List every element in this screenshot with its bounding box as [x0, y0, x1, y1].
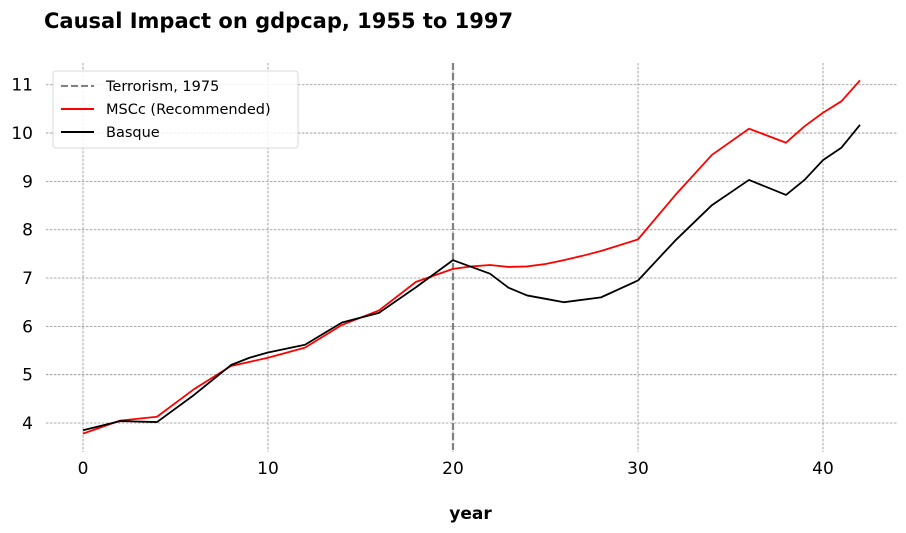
- legend-label-intervention: Terrorism, 1975: [105, 79, 219, 95]
- legend-label-mscc: MSCc (Recommended): [106, 102, 271, 118]
- y-tick-label: 8: [22, 221, 33, 241]
- y-tick-label: 4: [22, 414, 33, 434]
- y-tick-label: 7: [22, 269, 33, 289]
- x-tick-label: 0: [78, 459, 89, 479]
- y-tick-label: 5: [22, 366, 33, 386]
- x-tick-label: 20: [442, 459, 464, 479]
- y-tick-label: 10: [11, 124, 33, 144]
- x-tick-label: 30: [627, 459, 649, 479]
- x-axis-ticks: 0 10 20 30 40: [78, 459, 834, 479]
- chart-title: Causal Impact on gdpcap, 1955 to 1997: [44, 9, 513, 33]
- x-tick-label: 10: [257, 459, 279, 479]
- y-axis-ticks: 4 5 6 7 8 9 10 11: [11, 76, 33, 434]
- series-line-basque: [82, 124, 861, 432]
- y-tick-label: 6: [22, 317, 33, 337]
- legend: Terrorism, 1975 MSCc (Recommended) Basqu…: [52, 70, 299, 149]
- y-tick-label: 9: [22, 172, 33, 192]
- x-tick-label: 40: [812, 459, 834, 479]
- series-lines: [82, 79, 861, 435]
- legend-label-basque: Basque: [106, 125, 160, 141]
- y-tick-label: 11: [11, 76, 33, 96]
- x-axis-label: year: [449, 504, 492, 524]
- series-line-mscc: [82, 79, 861, 435]
- legend-box: [52, 70, 299, 149]
